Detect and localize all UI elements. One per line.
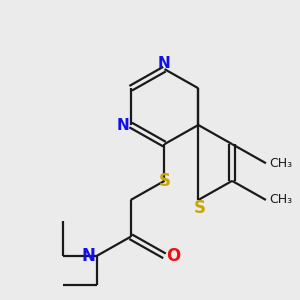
Text: N: N [116,118,129,133]
Text: N: N [158,56,171,70]
Text: O: O [166,247,180,265]
Text: N: N [82,247,95,265]
Text: S: S [194,199,206,217]
Text: CH₃: CH₃ [269,157,292,170]
Text: S: S [158,172,170,190]
Text: CH₃: CH₃ [269,194,292,206]
